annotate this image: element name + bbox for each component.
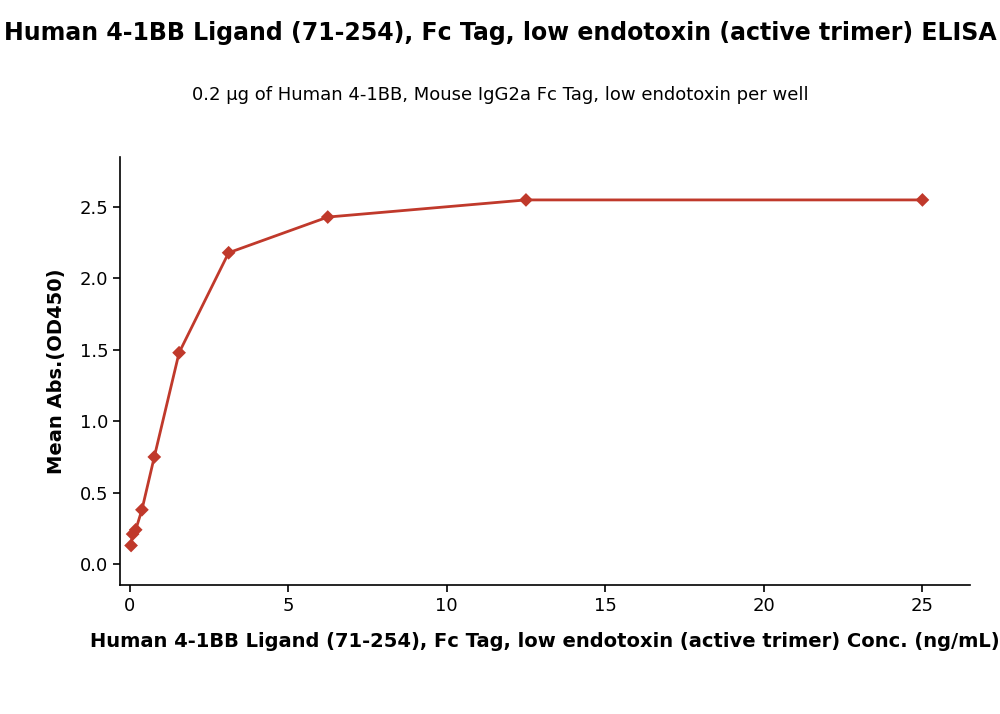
Point — [221, 247, 237, 258]
Point — [128, 524, 144, 536]
Point — [123, 540, 139, 551]
Text: 0.2 μg of Human 4-1BB, Mouse IgG2a Fc Tag, low endotoxin per well: 0.2 μg of Human 4-1BB, Mouse IgG2a Fc Ta… — [192, 86, 808, 104]
Point — [171, 347, 187, 358]
Point — [125, 528, 141, 540]
Point — [320, 211, 336, 223]
Point — [914, 194, 930, 206]
X-axis label: Human 4-1BB Ligand (71-254), Fc Tag, low endotoxin (active trimer) Conc. (ng/mL): Human 4-1BB Ligand (71-254), Fc Tag, low… — [90, 632, 1000, 651]
Point — [146, 451, 162, 463]
Y-axis label: Mean Abs.(OD450): Mean Abs.(OD450) — [47, 268, 66, 474]
Text: Human 4-1BB Ligand (71-254), Fc Tag, low endotoxin (active trimer) ELISA: Human 4-1BB Ligand (71-254), Fc Tag, low… — [4, 21, 996, 46]
Point — [134, 504, 150, 516]
Point — [518, 194, 534, 206]
